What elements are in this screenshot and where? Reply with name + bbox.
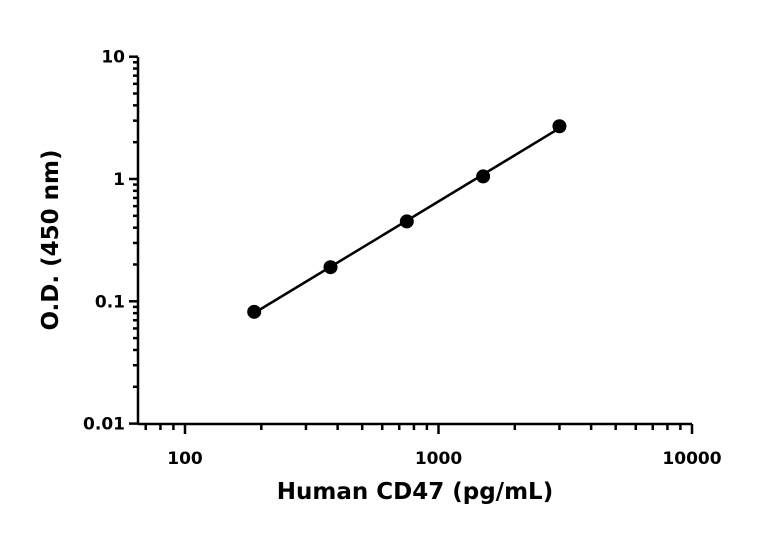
data-points — [247, 119, 567, 319]
x-axis: 100 1000 10000 — [138, 422, 722, 469]
y-axis: 0.01 0.1 1 10 — [83, 48, 140, 435]
x-tick-label: 10000 — [662, 449, 721, 469]
x-tick-label: 100 — [167, 449, 203, 469]
data-point — [247, 304, 262, 319]
x-axis-title: Human CD47 (pg/mL) — [277, 479, 553, 505]
y-axis-title: O.D. (450 nm) — [38, 149, 64, 330]
data-point — [476, 169, 491, 184]
data-point — [399, 214, 414, 229]
y-tick-label: 1 — [113, 170, 125, 190]
data-point — [323, 260, 338, 275]
y-tick-label: 0.01 — [83, 415, 125, 435]
data-point — [552, 119, 567, 134]
y-tick-label: 10 — [101, 48, 125, 68]
x-tick-label: 1000 — [415, 449, 462, 469]
y-tick-label: 0.1 — [95, 292, 125, 312]
